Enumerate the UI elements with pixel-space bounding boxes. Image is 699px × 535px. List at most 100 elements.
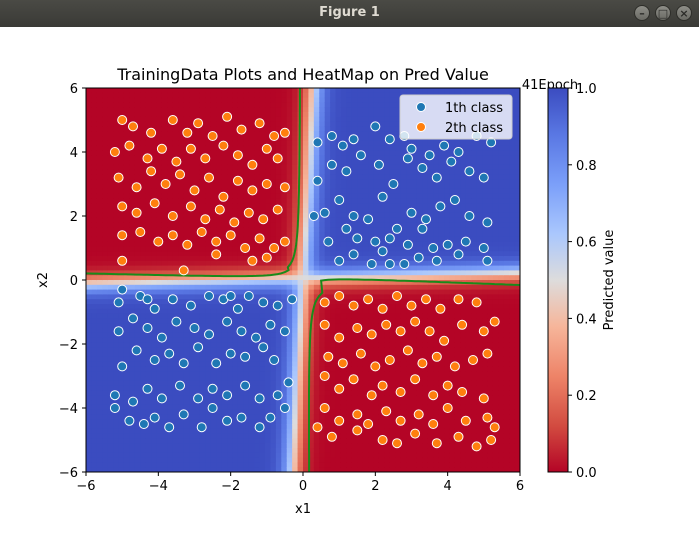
heatmap-cell: [178, 299, 185, 305]
heatmap-cell: [243, 169, 250, 175]
heatmap-cell: [286, 452, 293, 459]
heatmap-cell: [96, 126, 103, 132]
heatmap-cell: [210, 299, 217, 305]
heatmap-cell: [140, 400, 147, 406]
heatmap-cell: [227, 304, 234, 310]
heatmap-cell: [248, 251, 255, 257]
heatmap-cell: [237, 265, 244, 271]
heatmap-cell: [292, 284, 299, 291]
heatmap-cell: [346, 452, 353, 459]
heatmap-cell: [172, 328, 179, 334]
heatmap-cell: [384, 107, 391, 113]
heatmap-cell: [189, 376, 196, 382]
heatmap-cell: [265, 356, 272, 363]
heatmap-cell: [183, 112, 190, 118]
heatmap-cell: [275, 102, 282, 108]
heatmap-cell: [373, 284, 380, 291]
heatmap-cell: [368, 112, 375, 118]
heatmap-cell: [96, 414, 103, 420]
heatmap-cell: [232, 126, 239, 132]
heatmap-cell: [351, 241, 358, 247]
heatmap-cell: [107, 155, 114, 161]
heatmap-cell: [243, 97, 250, 103]
heatmap-cell: [205, 395, 212, 401]
window-titlebar[interactable]: Figure 1 – □ ×: [0, 0, 699, 27]
maximize-button[interactable]: □: [655, 5, 671, 21]
heatmap-cell: [395, 395, 402, 401]
heatmap-cell: [259, 203, 266, 209]
heatmap-cell: [172, 102, 179, 108]
heatmap-cell: [368, 174, 375, 180]
heatmap-cell: [319, 112, 326, 118]
heatmap-cell: [395, 155, 402, 161]
heatmap-cell: [389, 121, 396, 127]
heatmap-cell: [406, 203, 413, 209]
heatmap-cell: [221, 361, 228, 367]
heatmap-cell: [232, 121, 239, 127]
heatmap-cell: [362, 112, 369, 118]
heatmap-cell: [416, 265, 423, 271]
heatmap-cell: [194, 169, 201, 175]
heatmap-cell: [134, 308, 141, 315]
heatmap-cell: [237, 318, 244, 324]
heatmap-cell: [389, 193, 396, 199]
heatmap-cell: [140, 169, 147, 175]
heatmap-cell: [194, 409, 201, 415]
heatmap-cell: [308, 438, 315, 444]
heatmap-cell: [221, 160, 228, 166]
heatmap-cell: [395, 184, 402, 190]
heatmap-cell: [172, 376, 179, 382]
heatmap-cell: [395, 198, 402, 204]
heatmap-cell: [362, 433, 369, 439]
heatmap-cell: [324, 222, 331, 228]
heatmap-cell: [178, 371, 185, 377]
heatmap-cell: [373, 198, 380, 204]
heatmap-cell: [113, 198, 120, 204]
heatmap-cell: [107, 241, 114, 247]
heatmap-cell: [362, 241, 369, 247]
heatmap-cell: [265, 227, 272, 233]
heatmap-cell: [134, 160, 141, 166]
heatmap-cell: [113, 212, 120, 219]
heatmap-cell: [335, 150, 342, 156]
heatmap-cell: [194, 136, 201, 142]
heatmap-cell: [270, 352, 277, 358]
heatmap-cell: [96, 299, 103, 305]
minimize-button[interactable]: –: [634, 5, 650, 21]
heatmap-cell: [270, 299, 277, 305]
heatmap-cell: [384, 284, 391, 291]
heatmap-cell: [308, 155, 315, 161]
heatmap-cell: [145, 419, 152, 425]
heatmap-cell: [395, 169, 402, 175]
heatmap-cell: [395, 318, 402, 324]
heatmap-cell: [275, 107, 282, 113]
heatmap-cell: [210, 323, 217, 329]
heatmap-cell: [178, 352, 185, 358]
heatmap-cell: [292, 342, 299, 348]
heatmap-cell: [118, 160, 125, 166]
heatmap-cell: [270, 217, 277, 223]
heatmap-cell: [91, 294, 98, 300]
heatmap-cell: [161, 443, 168, 449]
heatmap-cell: [210, 198, 217, 204]
heatmap-cell: [281, 275, 288, 281]
heatmap-cell: [243, 366, 250, 372]
heatmap-cell: [259, 112, 266, 118]
heatmap-cell: [129, 97, 136, 103]
heatmap-cell: [384, 390, 391, 396]
heatmap-cell: [281, 342, 288, 348]
heatmap-cell: [270, 116, 277, 123]
heatmap-cell: [194, 270, 201, 276]
heatmap-cell: [113, 92, 120, 99]
heatmap-cell: [346, 328, 353, 334]
heatmap-cell: [422, 203, 429, 209]
heatmap-cell: [416, 448, 423, 454]
heatmap-cell: [357, 174, 364, 180]
close-button[interactable]: ×: [676, 5, 692, 21]
heatmap-cell: [183, 227, 190, 233]
heatmap-cell: [389, 380, 396, 387]
heatmap-cell: [384, 160, 391, 166]
heatmap-cell: [205, 337, 212, 343]
heatmap-cell: [134, 419, 141, 425]
heatmap-cell: [205, 433, 212, 439]
